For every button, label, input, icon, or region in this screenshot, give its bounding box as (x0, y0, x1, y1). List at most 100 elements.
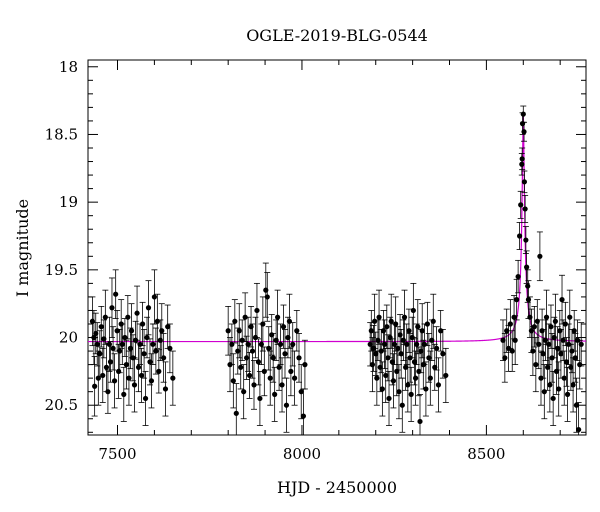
data-point (95, 350, 102, 406)
data-point (512, 315, 519, 366)
data-point (99, 347, 106, 403)
data-point (158, 303, 165, 359)
data-point (419, 303, 426, 359)
data-point (277, 323, 284, 366)
data-point (166, 323, 173, 374)
data-point (392, 296, 399, 352)
data-point (154, 293, 161, 349)
data-point (273, 319, 280, 361)
data-point (267, 350, 274, 406)
data-point (114, 310, 121, 352)
data-point (398, 329, 405, 379)
data-point (435, 357, 442, 413)
data-point (112, 269, 119, 319)
data-point (98, 305, 105, 348)
data-point (280, 304, 287, 349)
data-point (523, 250, 530, 284)
data-point (516, 222, 523, 250)
data-point (289, 322, 296, 367)
data-point (160, 333, 167, 383)
data-point (554, 326, 561, 371)
data-point (373, 350, 380, 406)
data-point (253, 282, 260, 338)
data-point (123, 339, 130, 390)
y-axis-label: I magnitude (13, 199, 32, 297)
data-point (104, 369, 111, 414)
data-point (520, 105, 527, 123)
data-point (521, 170, 528, 194)
data-point (561, 350, 568, 406)
data-point (439, 329, 446, 379)
data-point (513, 278, 520, 321)
data-point (301, 339, 308, 390)
data-point (279, 357, 286, 413)
data-point (137, 323, 144, 366)
data-point (131, 357, 138, 413)
data-point (564, 366, 571, 422)
data-point (248, 305, 255, 348)
data-point (546, 357, 553, 413)
data-point (522, 226, 529, 254)
data-point (559, 274, 566, 325)
data-point (264, 272, 271, 322)
data-point (410, 282, 417, 338)
data-point (94, 322, 101, 367)
data-point (239, 319, 246, 361)
data-point (557, 329, 564, 379)
data-point (233, 383, 240, 435)
data-point (255, 338, 262, 386)
model-curve (88, 114, 586, 343)
data-point (368, 310, 375, 352)
axis-ticks: 7500 8000 8500 18 18.5 19 19.5 20 20.5 (45, 58, 586, 463)
data-point (144, 316, 151, 359)
data-point (237, 345, 244, 390)
y-tick-label: 18.5 (45, 125, 78, 143)
data-point (388, 293, 395, 349)
data-point (386, 370, 393, 426)
data-point (138, 347, 145, 403)
y-tick-label: 20 (59, 329, 78, 347)
data-point (293, 310, 300, 352)
data-point (230, 353, 237, 409)
data-point (550, 370, 557, 426)
data-point (270, 333, 277, 383)
data-point (96, 330, 103, 378)
data-point (547, 304, 554, 349)
data-point (148, 353, 155, 409)
data-point (383, 304, 390, 349)
data-point (245, 316, 252, 372)
plot-frame (87, 59, 587, 436)
data-point (262, 262, 269, 318)
data-point (430, 293, 437, 349)
data-point (427, 350, 434, 406)
data-point (428, 319, 435, 361)
data-point (169, 350, 176, 406)
data-point (442, 347, 449, 403)
data-point (515, 259, 522, 294)
data-point (134, 285, 141, 341)
data-point (541, 364, 548, 420)
data-point (261, 346, 268, 397)
data-point (281, 329, 288, 379)
data-point (399, 377, 406, 433)
data-point (424, 301, 431, 347)
data-point (390, 353, 397, 409)
data-point (142, 370, 149, 426)
data-point (103, 342, 110, 393)
y-tick-label: 20.5 (45, 396, 78, 414)
data-point (286, 293, 293, 349)
data-point (408, 366, 415, 422)
y-tick-label: 19 (59, 193, 78, 211)
data-points-layer (89, 105, 585, 435)
data-point (151, 269, 158, 325)
data-point (149, 323, 156, 366)
data-point (417, 393, 423, 435)
data-point (111, 353, 118, 409)
data-point (431, 343, 438, 391)
data-point (287, 346, 294, 397)
data-point (246, 352, 253, 399)
data-point (152, 327, 159, 375)
x-tick-label: 7500 (98, 445, 136, 463)
data-point (522, 194, 529, 223)
